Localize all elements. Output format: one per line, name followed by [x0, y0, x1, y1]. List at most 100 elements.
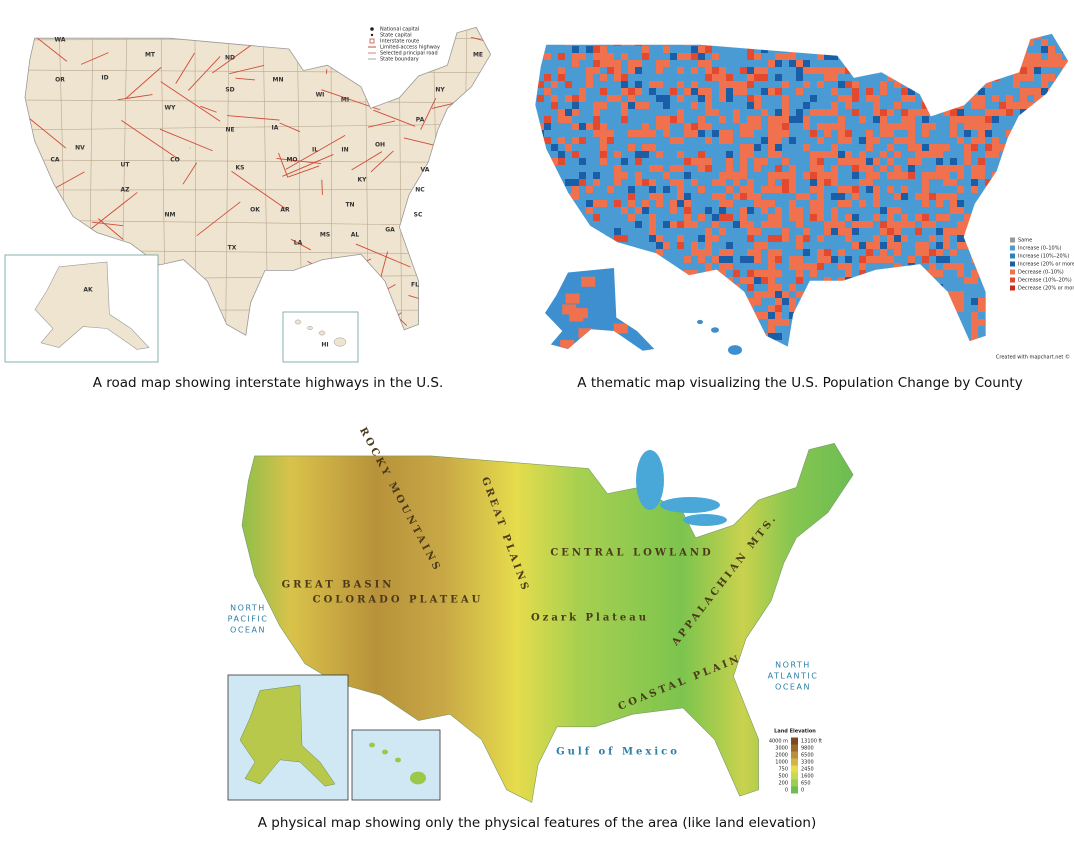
ocean-label: NORTH: [775, 661, 811, 670]
county: [838, 60, 846, 68]
county: [754, 144, 762, 152]
county: [775, 116, 783, 124]
state-label: VA: [421, 167, 430, 174]
county: [866, 200, 874, 208]
county: [866, 158, 874, 166]
county: [852, 158, 860, 166]
county: [579, 186, 587, 194]
county: [670, 116, 678, 124]
county: [628, 67, 636, 75]
county: [908, 158, 916, 166]
county: [768, 130, 776, 138]
county: [957, 256, 965, 264]
county: [586, 116, 594, 124]
county: [810, 193, 818, 201]
county: [558, 95, 566, 103]
county: [866, 242, 874, 250]
county: [656, 165, 664, 173]
county: [635, 123, 643, 131]
county: [613, 323, 628, 334]
county: [607, 53, 615, 61]
county: [887, 123, 895, 131]
county: [719, 130, 727, 138]
county: [768, 165, 776, 173]
county: [719, 81, 727, 89]
county: [782, 60, 790, 68]
county: [964, 130, 972, 138]
county: [600, 109, 608, 117]
county: [796, 242, 804, 250]
county: [691, 151, 699, 159]
county: [936, 123, 944, 131]
county: [684, 123, 692, 131]
county: [642, 179, 650, 187]
county: [838, 172, 846, 180]
county: [663, 130, 671, 138]
county: [719, 60, 727, 68]
county: [908, 193, 916, 201]
county: [663, 256, 671, 264]
county: [649, 221, 657, 229]
county: [964, 270, 972, 278]
county: [803, 130, 811, 138]
county: [859, 81, 867, 89]
county: [964, 172, 972, 180]
county: [775, 53, 783, 61]
county: [586, 88, 594, 96]
county: [922, 137, 930, 145]
state-label: ND: [225, 55, 235, 62]
county: [747, 144, 755, 152]
county: [761, 326, 769, 334]
county: [565, 95, 573, 103]
county: [747, 291, 755, 299]
county: [656, 172, 664, 180]
county: [1020, 60, 1028, 68]
county: [824, 256, 832, 264]
county: [873, 109, 881, 117]
county: [642, 165, 650, 173]
county: [726, 46, 734, 54]
county: [817, 67, 825, 75]
county: [782, 151, 790, 159]
county: [621, 165, 629, 173]
county: [915, 102, 923, 110]
county: [747, 200, 755, 208]
county: [733, 109, 741, 117]
county: [936, 256, 944, 264]
county: [789, 137, 797, 145]
county: [677, 165, 685, 173]
county: [754, 298, 762, 306]
county: [614, 214, 622, 222]
county: [831, 81, 839, 89]
county: [775, 228, 783, 236]
county: [761, 116, 769, 124]
county: [740, 277, 748, 285]
county: [852, 200, 860, 208]
county: [992, 102, 1000, 110]
county: [607, 116, 615, 124]
county: [712, 158, 720, 166]
county: [943, 284, 951, 292]
county: [684, 207, 692, 215]
state-label: SD: [225, 87, 234, 94]
county: [628, 200, 636, 208]
county: [558, 165, 566, 173]
county: [607, 165, 615, 173]
county: [789, 263, 797, 271]
county: [908, 200, 916, 208]
county: [817, 270, 825, 278]
county: [922, 123, 930, 131]
legend-swatch: [1010, 245, 1015, 251]
county: [852, 123, 860, 131]
county: [1062, 60, 1069, 68]
island: [395, 757, 401, 763]
county: [915, 123, 923, 131]
county: [677, 144, 685, 152]
county: [684, 109, 692, 117]
county: [656, 193, 664, 201]
county: [600, 60, 608, 68]
road: [370, 150, 394, 173]
county: [782, 53, 790, 61]
county: [565, 109, 573, 117]
county: [712, 207, 720, 215]
